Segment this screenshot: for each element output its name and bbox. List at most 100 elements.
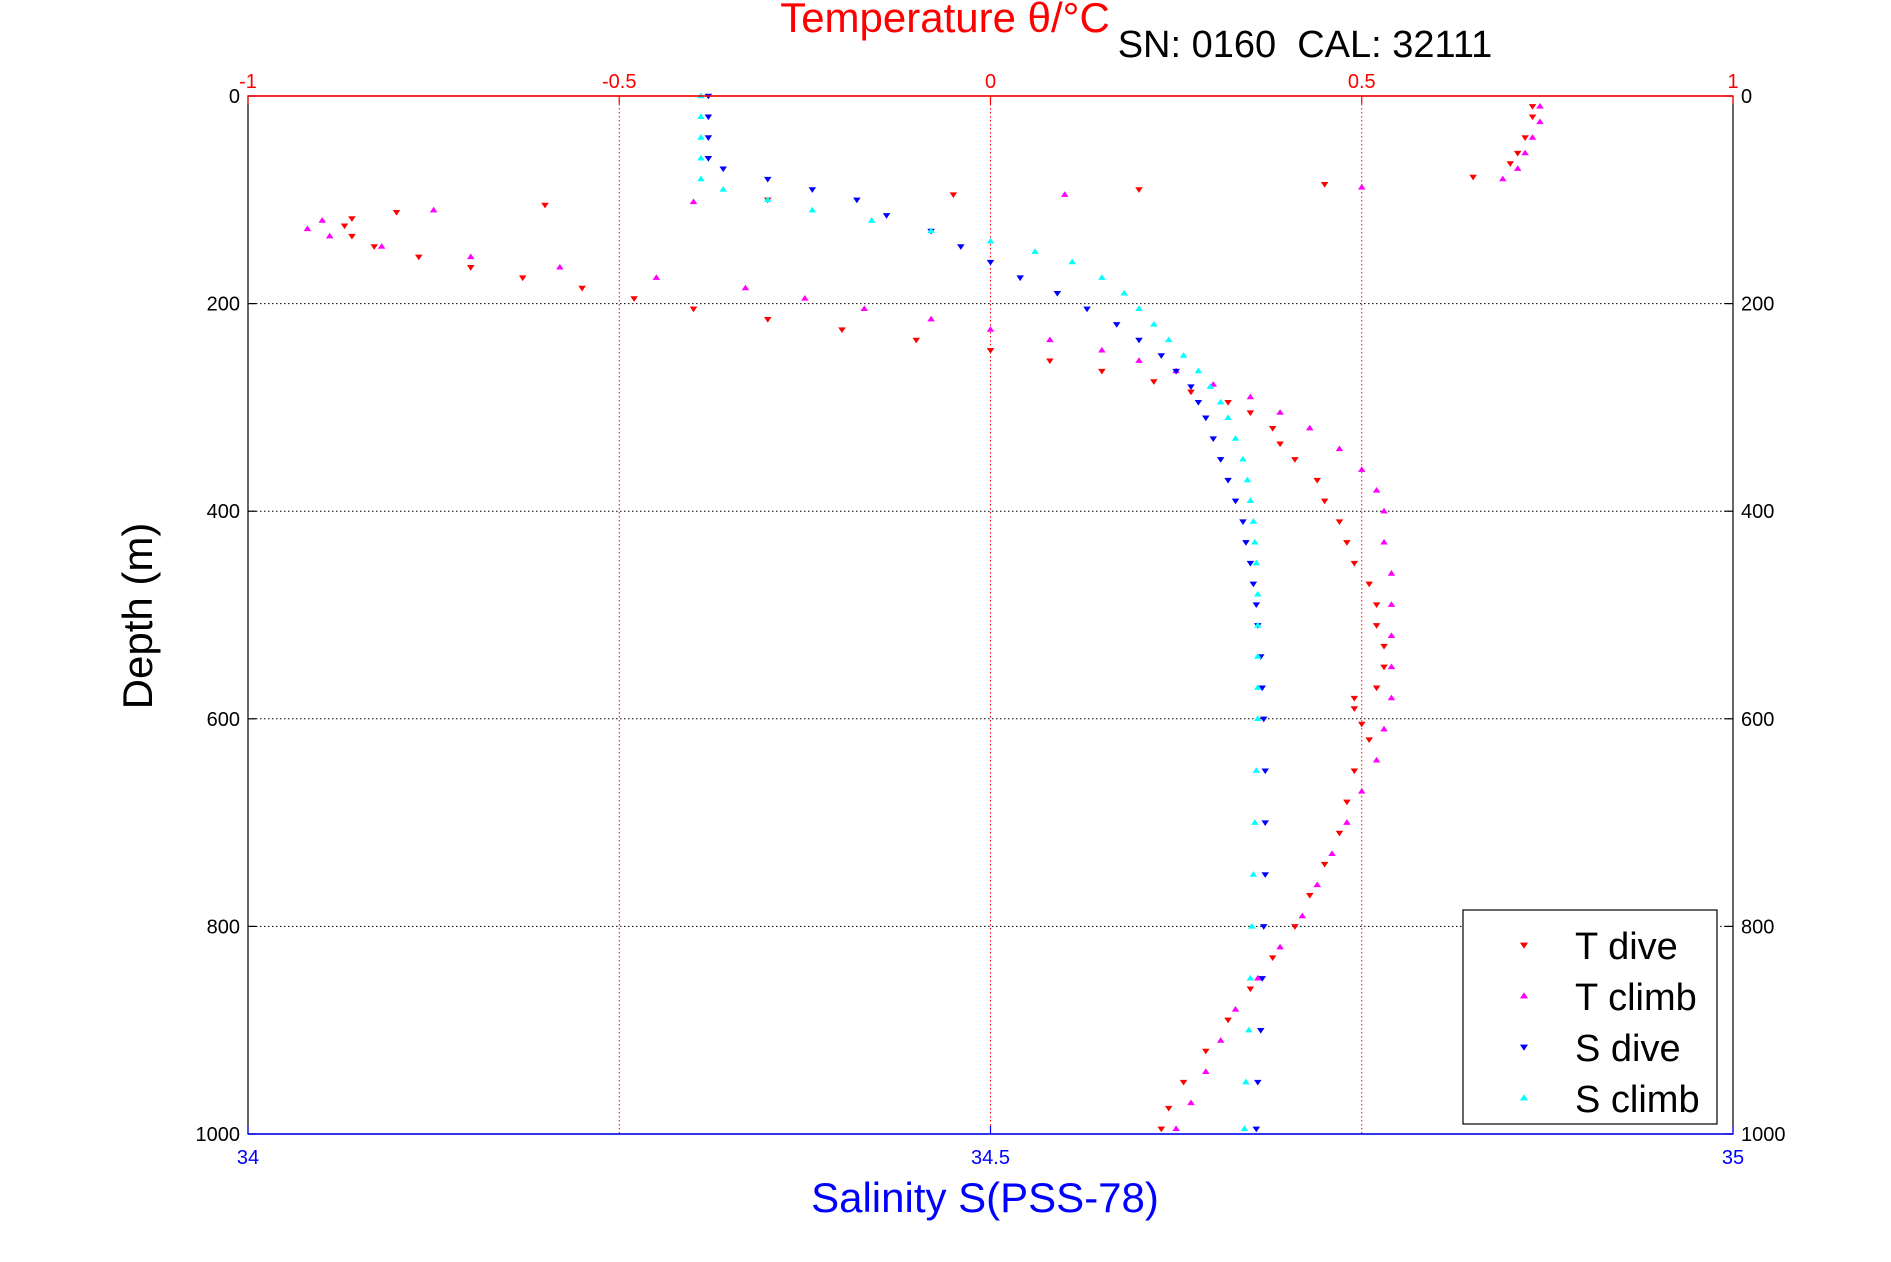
- data-point: [1112, 322, 1121, 328]
- depth-tick-label-right: 1000: [1741, 1124, 1786, 1146]
- instrument-info: SN: 0160 CAL: 32111: [1118, 24, 1493, 66]
- data-point: [1261, 820, 1269, 827]
- data-point: [1499, 175, 1507, 182]
- data-point: [652, 274, 661, 280]
- data-point: [763, 316, 772, 323]
- data-point: [927, 227, 935, 234]
- grid-layer: [248, 96, 1733, 1134]
- data-point: [1252, 767, 1261, 773]
- data-point: [1246, 986, 1255, 993]
- data-point: [1380, 664, 1388, 671]
- data-point: [1276, 943, 1284, 950]
- data-point: [1350, 768, 1359, 775]
- temperature-tick-label: -1: [239, 71, 257, 93]
- data-point: [1179, 352, 1188, 358]
- data-point: [1357, 183, 1366, 190]
- data-point: [1335, 830, 1344, 837]
- data-point: [1513, 150, 1522, 157]
- data-point: [377, 243, 386, 249]
- series-t-climb: [303, 102, 1544, 1132]
- data-point: [1098, 368, 1106, 375]
- data-point: [1387, 601, 1396, 607]
- data-point: [1372, 685, 1381, 692]
- data-point: [697, 175, 705, 182]
- data-point: [1231, 435, 1240, 441]
- data-point: [1239, 455, 1247, 462]
- data-point: [466, 253, 475, 260]
- data-point: [466, 265, 475, 271]
- data-point: [1387, 632, 1396, 638]
- depth-tick-label-left: 800: [207, 916, 240, 938]
- data-point: [429, 206, 438, 213]
- data-point: [518, 275, 527, 282]
- data-point: [1528, 114, 1537, 121]
- data-point: [1242, 540, 1250, 546]
- data-point: [1206, 383, 1215, 389]
- legend-items: T dive T climb S dive S climb: [1519, 926, 1700, 1121]
- data-point: [1246, 393, 1255, 400]
- data-point: [1258, 976, 1267, 982]
- data-point: [1187, 389, 1195, 396]
- data-point: [1135, 337, 1143, 344]
- depth-tick-label-right: 600: [1741, 709, 1774, 731]
- data-point: [1150, 379, 1158, 385]
- data-point: [1521, 135, 1529, 141]
- data-point: [986, 259, 995, 266]
- data-point: [1046, 336, 1054, 343]
- data-point: [1179, 1079, 1188, 1086]
- data-point: [1194, 367, 1203, 374]
- data-point: [853, 197, 861, 204]
- data-point: [1242, 1078, 1250, 1085]
- data-point: [1164, 336, 1173, 343]
- data-point: [1372, 487, 1381, 493]
- data-point: [1291, 924, 1299, 930]
- data-point: [1239, 519, 1247, 526]
- data-point: [1224, 477, 1232, 484]
- data-point: [1098, 346, 1106, 353]
- data-point: [697, 113, 705, 119]
- data-point: [986, 237, 995, 244]
- data-point: [912, 337, 921, 344]
- data-point: [1254, 684, 1262, 690]
- data-point: [1365, 581, 1373, 588]
- data-point: [1216, 457, 1225, 463]
- data-point: [541, 202, 549, 209]
- data-point: [1528, 134, 1537, 140]
- data-point: [1246, 410, 1255, 417]
- data-point: [1254, 715, 1262, 722]
- data-point: [860, 305, 869, 312]
- data-point: [1251, 819, 1259, 825]
- depth-tick-label-left: 1000: [196, 1124, 241, 1146]
- data-point: [1246, 974, 1255, 981]
- depth-tick-label-right: 0: [1741, 86, 1752, 108]
- data-point: [1506, 161, 1515, 167]
- data-point: [1209, 436, 1218, 442]
- data-point: [1187, 384, 1195, 391]
- data-point: [1357, 788, 1366, 794]
- salinity-tick-label: 34: [237, 1147, 259, 1169]
- data-point: [719, 166, 727, 173]
- data-point: [1365, 737, 1373, 743]
- data-point: [1268, 955, 1277, 961]
- data-point: [1387, 663, 1396, 670]
- data-point: [1380, 643, 1388, 650]
- data-point: [986, 348, 995, 354]
- data-point: [1135, 187, 1143, 193]
- data-point: [1172, 368, 1180, 375]
- legend-marker: [1519, 1044, 1529, 1051]
- data-point: [415, 254, 423, 261]
- data-point: [340, 223, 349, 230]
- data-point: [704, 135, 713, 141]
- data-point: [1231, 498, 1240, 505]
- data-point: [1257, 1027, 1265, 1034]
- data-point: [1328, 850, 1336, 856]
- data-point: [689, 198, 698, 205]
- data-point: [1350, 706, 1359, 712]
- data-point: [1335, 445, 1344, 452]
- data-point: [1046, 358, 1054, 365]
- data-point: [1343, 540, 1351, 546]
- data-point: [1150, 320, 1158, 327]
- data-point: [1135, 305, 1143, 312]
- legend-marker: [1519, 1094, 1529, 1101]
